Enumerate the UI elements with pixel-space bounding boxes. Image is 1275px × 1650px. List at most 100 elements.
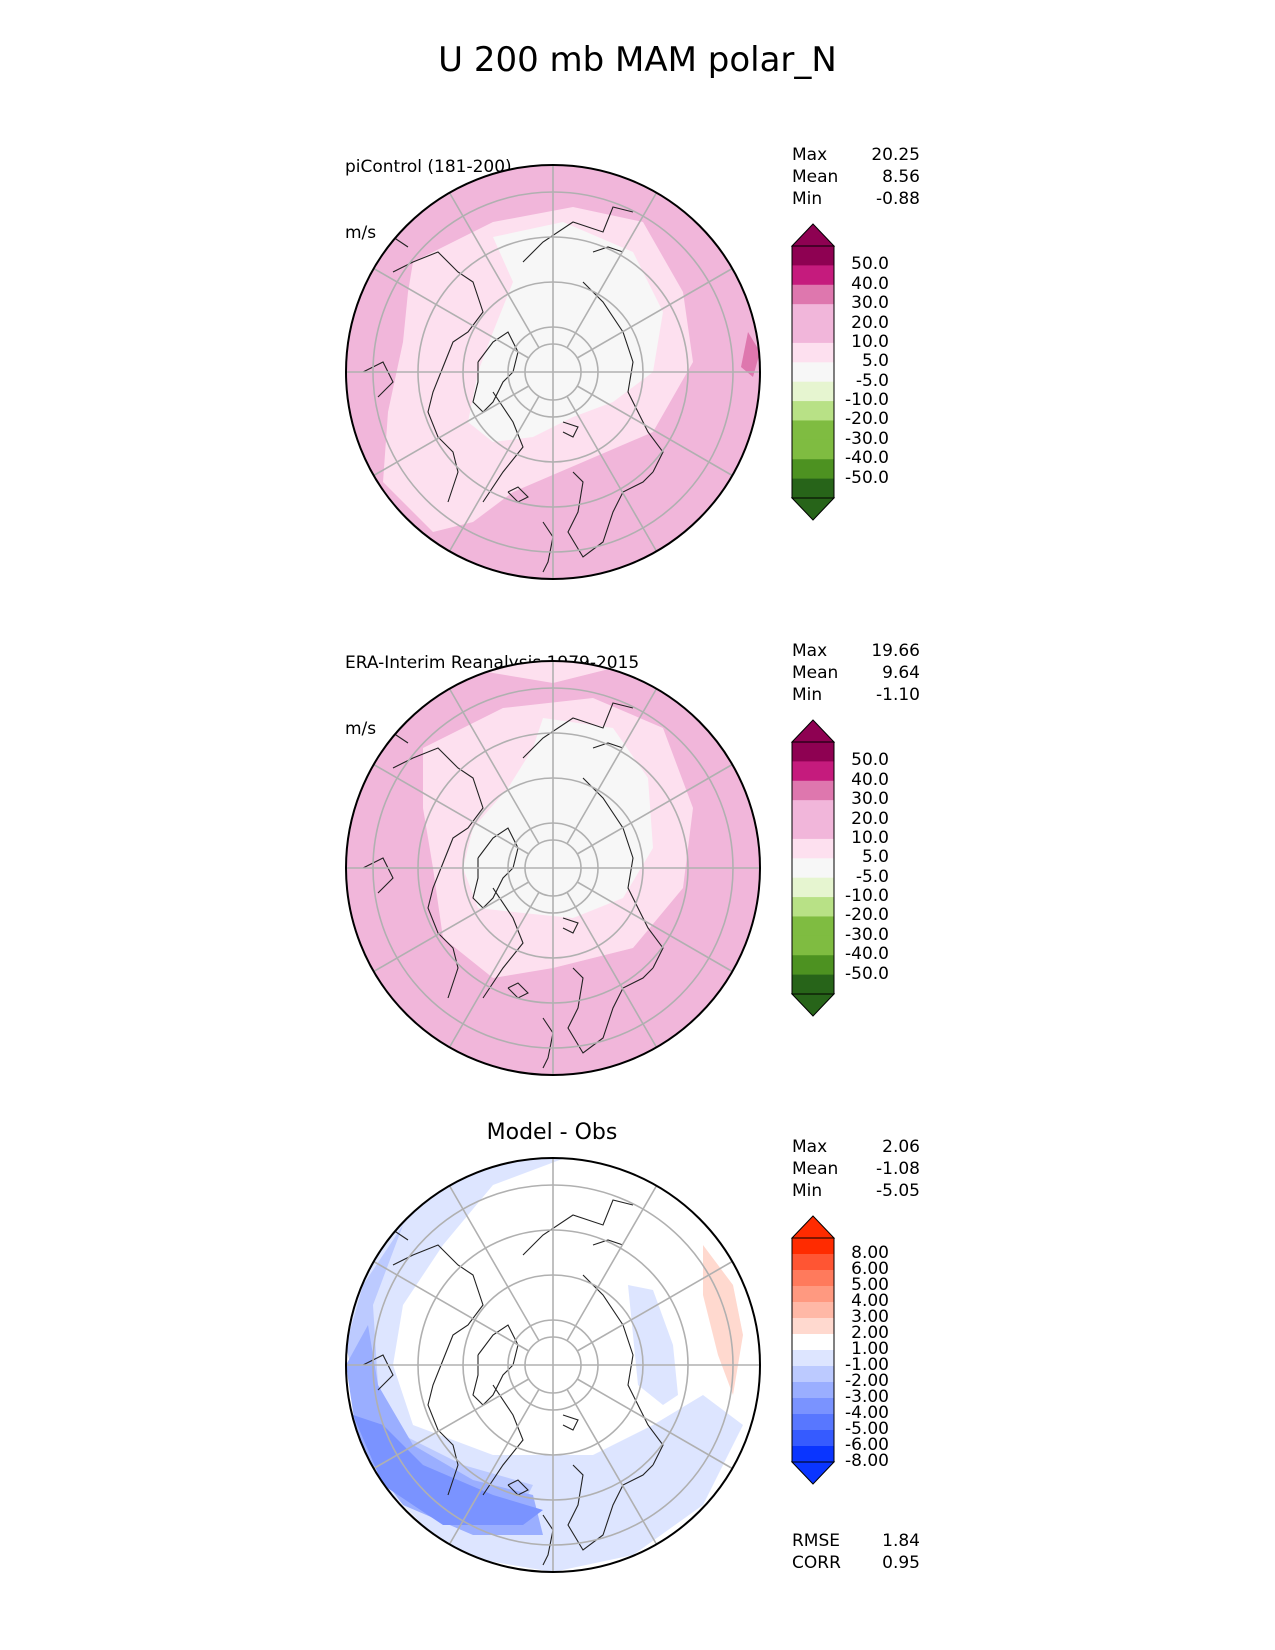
coastline xyxy=(482,391,524,503)
coastline xyxy=(472,331,519,413)
polar-map-2 xyxy=(345,660,761,1076)
coastline xyxy=(482,887,524,999)
colorbar-tick-label: 5.0 xyxy=(861,847,889,868)
meridian-line xyxy=(373,1260,530,1352)
coastline xyxy=(522,1199,634,1256)
coastline xyxy=(542,1017,554,1069)
colorbar-segment xyxy=(792,819,834,840)
colorbar-tick-label: 5.00 xyxy=(851,1275,889,1295)
colorbar-segment xyxy=(792,1302,834,1319)
colorbar-tick-label: 1.00 xyxy=(851,1339,889,1359)
coastline xyxy=(392,747,484,999)
coastline xyxy=(522,206,634,263)
meridian-line xyxy=(576,763,733,855)
meridian-line xyxy=(448,1388,540,1545)
meridian-line xyxy=(566,192,658,349)
stat-row: Min -5.05 xyxy=(792,1181,920,1201)
meridian-line xyxy=(576,1378,733,1470)
meridian-line xyxy=(448,395,540,552)
colorbar-3 xyxy=(790,1215,836,1485)
map-boundary xyxy=(345,164,761,580)
coastline xyxy=(542,1514,554,1566)
colorbar-segment xyxy=(792,1238,834,1255)
meridian-line xyxy=(373,385,530,477)
colorbar-segment xyxy=(792,265,834,286)
colorbar-segment xyxy=(792,1398,834,1415)
colorbar-segment xyxy=(792,955,834,976)
colorbar-segment xyxy=(792,1366,834,1383)
panel-1-model-name: piControl (181-200) xyxy=(345,157,512,177)
map-field xyxy=(346,1158,760,1572)
colorbar-tick-label: 30.0 xyxy=(851,293,889,314)
colorbar-1 xyxy=(790,223,836,521)
colorbar-extend-max xyxy=(790,719,836,743)
panel-3-stats: Max 2.06 Mean -1.08 Min -5.05 xyxy=(792,1136,920,1202)
colorbar-segment xyxy=(792,1334,834,1351)
colorbar-tick-label: 50.0 xyxy=(851,750,889,771)
coastline xyxy=(567,967,654,1054)
meridian-line xyxy=(373,267,530,359)
coastline xyxy=(482,1384,524,1496)
field-contour xyxy=(353,1415,543,1525)
colorbar-segment xyxy=(792,342,834,363)
coastline xyxy=(567,1464,654,1551)
coastline xyxy=(592,742,624,749)
colorbar-tick-label: -10.0 xyxy=(845,390,889,411)
meridian-line xyxy=(373,1378,530,1470)
colorbar-tick-label: -5.0 xyxy=(855,866,889,887)
colorbar-tick-label: -20.0 xyxy=(845,409,889,430)
stat-row: Mean 9.64 xyxy=(792,663,920,683)
colorbar-tick-label: 40.0 xyxy=(851,769,889,790)
colorbar-tick-label: 5.0 xyxy=(861,351,889,372)
colorbar-segment xyxy=(792,1254,834,1271)
meridian-line xyxy=(566,1388,658,1545)
colorbar-tick-label: 4.00 xyxy=(851,1291,889,1311)
colorbar-tick-label: -2.00 xyxy=(845,1371,889,1391)
colorbar-segment xyxy=(792,858,834,879)
coastline xyxy=(507,486,529,503)
colorbar-tick-label: -10.0 xyxy=(845,886,889,907)
colorbar-tick-label: -5.0 xyxy=(855,370,889,391)
map-field xyxy=(346,165,760,579)
colorbar-tick-label: 8.00 xyxy=(851,1243,889,1263)
colorbar-tick-label: 10.0 xyxy=(851,827,889,848)
colorbar-segment xyxy=(792,1318,834,1335)
meridian-line xyxy=(566,1185,658,1342)
panel-1-units: m/s xyxy=(345,223,377,243)
colorbar-tick-label: -3.00 xyxy=(845,1387,889,1407)
polar-map-1 xyxy=(345,164,761,580)
meridian-line xyxy=(448,891,540,1048)
colorbar-outline xyxy=(791,245,835,499)
panel-2-units: m/s xyxy=(345,719,377,739)
colorbar-extend-min xyxy=(790,497,836,521)
panel-3-title: Model - Obs xyxy=(486,1120,618,1145)
colorbar-segment xyxy=(792,420,834,441)
stat-row: Min -0.88 xyxy=(792,189,920,209)
colorbar-tick-label: -30.0 xyxy=(845,428,889,449)
coastline xyxy=(582,281,664,473)
colorbar-tick-label: 20.0 xyxy=(851,808,889,829)
panel-3-metrics: RMSE 1.84 CORR 0.95 xyxy=(792,1530,920,1574)
colorbar-segment xyxy=(792,1430,834,1447)
coastline xyxy=(562,917,579,934)
map-field xyxy=(346,661,760,1075)
coastline xyxy=(582,777,664,969)
meridian-line xyxy=(576,385,733,477)
stat-row: Max 2.06 xyxy=(792,1137,920,1157)
meridian-line xyxy=(566,395,658,552)
colorbar-tick-label: -50.0 xyxy=(845,467,889,488)
colorbar-tick-label: -30.0 xyxy=(845,924,889,945)
meridian-line xyxy=(566,891,658,1048)
colorbar-extend-max xyxy=(790,1215,836,1239)
meridian-line xyxy=(576,267,733,359)
meridian-line xyxy=(448,192,540,349)
metric-row: RMSE 1.84 xyxy=(792,1531,920,1551)
field-contour xyxy=(348,222,423,432)
colorbar-tick-label: -20.0 xyxy=(845,905,889,926)
meridian-line xyxy=(373,881,530,973)
colorbar-tick-label: -4.00 xyxy=(845,1403,889,1423)
colorbar-segment xyxy=(792,780,834,801)
colorbar-tick-label: -50.0 xyxy=(845,963,889,984)
colorbar-tick-label: 30.0 xyxy=(851,789,889,810)
panel-1-stats: Max 20.25 Mean 8.56 Min -0.88 xyxy=(792,144,920,210)
